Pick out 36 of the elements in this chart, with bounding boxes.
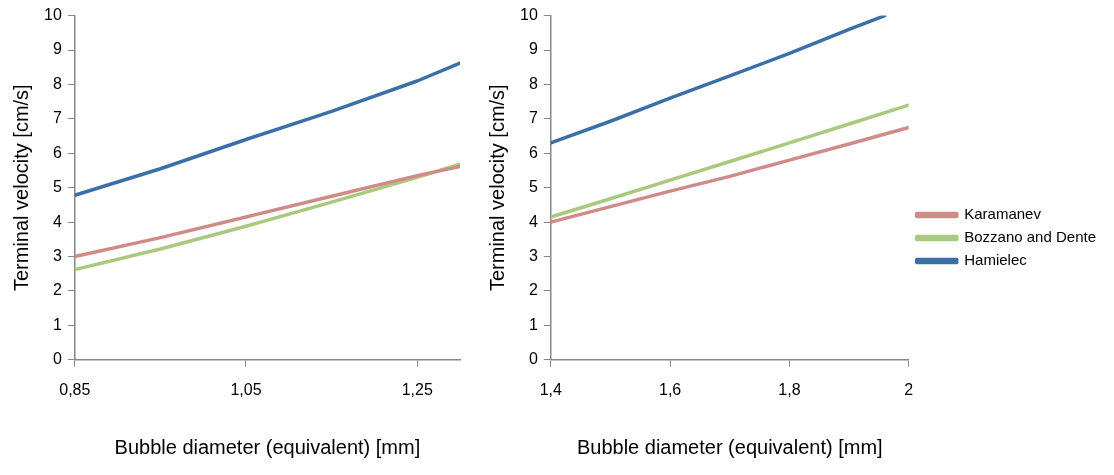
y-tick-label: 9 [528,40,538,58]
x-tick-label: 1,25 [401,380,433,398]
legend-label: Karamanev [964,205,1042,223]
x-tick-label: 1,8 [778,380,801,398]
x-tick-label: 1,4 [539,380,563,398]
y-tick-label: 7 [52,109,62,127]
y-tick-label: 2 [528,281,538,299]
y-tick-label: 10 [520,6,538,24]
legend-label: Hamielec [964,251,1028,269]
y-tick-label: 8 [528,74,538,92]
y-tick-label: 0 [52,350,62,368]
y-tick-label: 6 [528,143,538,161]
x-tick-label: 1,6 [658,380,682,398]
y-tick-label: 9 [52,40,62,58]
y-tick-label: 10 [44,6,62,24]
y-tick-label: 3 [52,246,62,264]
y-tick-label: 5 [52,178,62,196]
y-tick-label: 5 [528,178,538,196]
y-tick-label: 3 [528,246,538,264]
y-tick-label: 6 [52,143,62,161]
y-tick-label: 4 [52,212,62,230]
x-axis-title: Bubble diameter (equivalent) [mm] [576,435,883,458]
legend-label: Bozzano and Dente [964,228,1096,246]
y-tick-label: 4 [528,212,538,230]
x-tick-label: 1,05 [230,380,262,398]
x-axis-title: Bubble diameter (equivalent) [mm] [114,435,421,458]
y-tick-label: 1 [528,315,538,333]
y-tick-label: 1 [52,315,62,333]
y-tick-label: 7 [528,109,538,127]
y-tick-label: 2 [52,281,62,299]
y-tick-label: 8 [52,74,62,92]
x-tick-label: 2 [904,380,914,398]
y-axis-title: Terminal velocity [cm/s] [9,84,32,292]
x-tick-label: 0,85 [59,380,91,398]
y-axis-title: Terminal velocity [cm/s] [485,84,508,292]
y-tick-label: 0 [528,350,538,368]
